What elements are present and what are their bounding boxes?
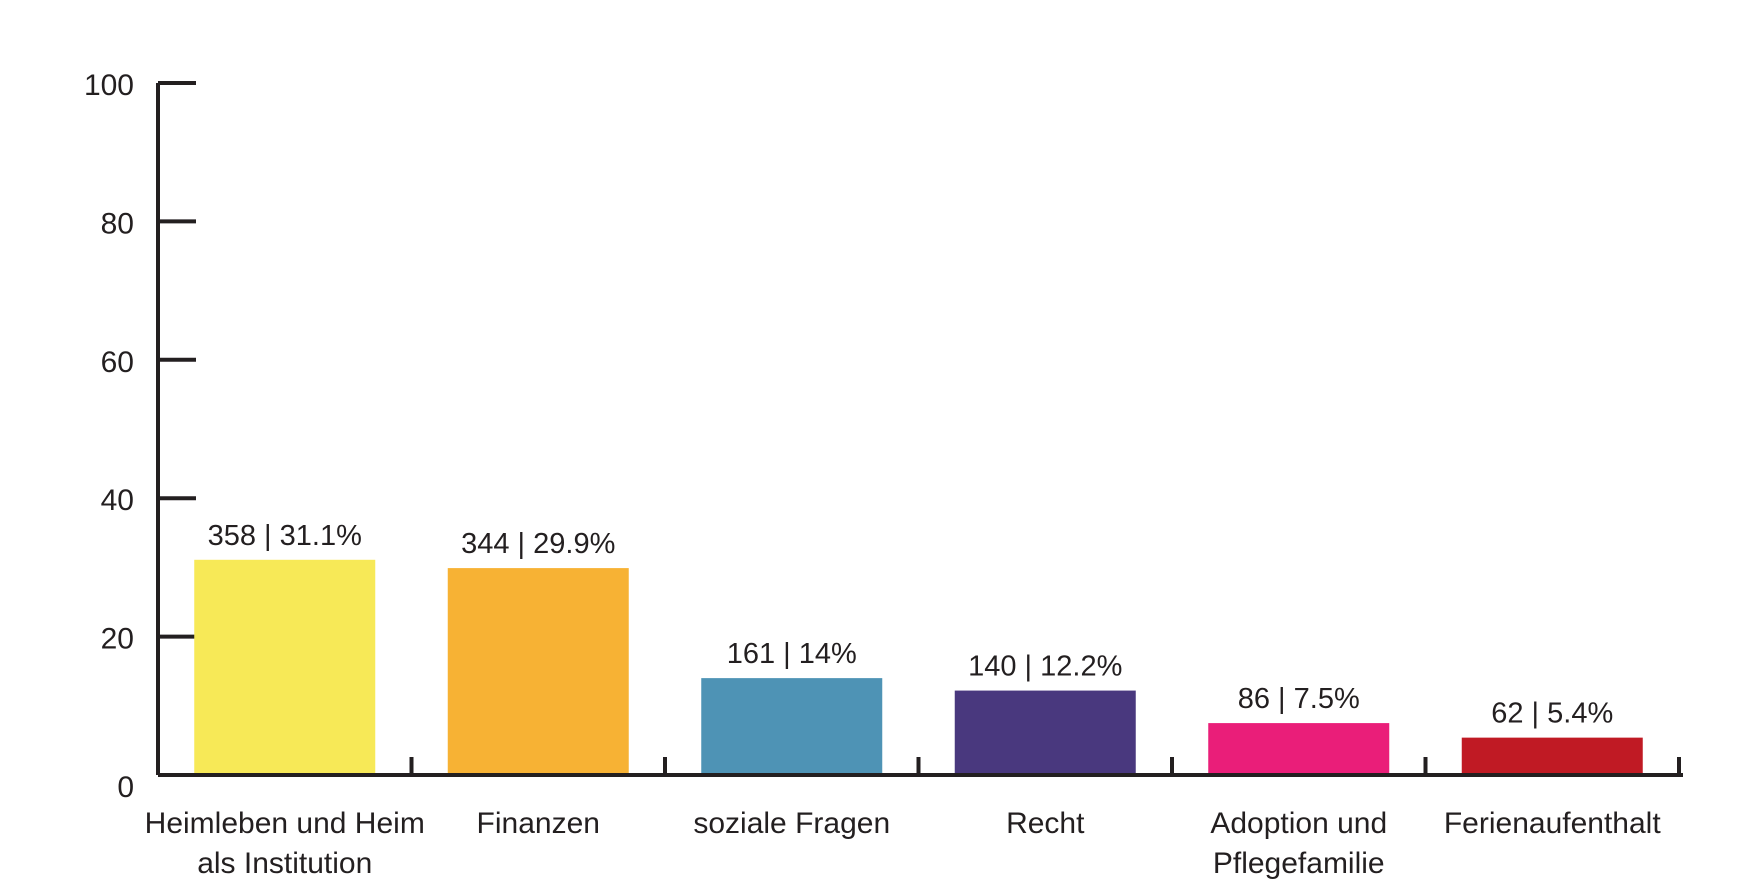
category-label: soziale Fragen [693,807,890,840]
data-label: 358 | 31.1% [208,520,362,552]
bar [1208,723,1390,773]
y-tick-label: 80 [101,207,134,240]
y-tick-label: 20 [101,623,134,656]
bar [701,678,883,773]
y-axis: 0 20 40 60 80 100 [84,69,196,804]
category-label: Pflegefamilie [1213,847,1385,880]
y-tick-label: 60 [101,346,134,379]
category-label: Finanzen [477,807,600,840]
data-label: 140 | 12.2% [968,651,1122,683]
bar [1461,737,1643,773]
data-label: 344 | 29.9% [461,528,615,560]
category-label: Recht [1006,807,1085,840]
category-label: Adoption und [1210,807,1387,840]
data-label: 161 | 14% [727,638,857,670]
category-label: Heimleben und Heim [145,807,425,840]
bar [194,559,376,773]
category-label: als Institution [197,847,372,880]
y-tick-label: 40 [101,484,134,517]
category-labels: Heimleben und Heim als Institution Finanze… [145,807,1662,880]
y-tick-label: 0 [117,771,134,804]
bars [194,559,1643,773]
data-label: 86 | 7.5% [1238,683,1360,715]
x-axis [158,757,1683,777]
bar [447,568,629,773]
data-label: 62 | 5.4% [1491,698,1613,730]
category-label: Ferienaufenthalt [1444,807,1661,840]
data-labels: 358 | 31.1% 344 | 29.9% 161 | 14% 140 | 12.… [208,520,1614,730]
y-tick-label: 100 [84,69,134,102]
bar [954,690,1136,773]
